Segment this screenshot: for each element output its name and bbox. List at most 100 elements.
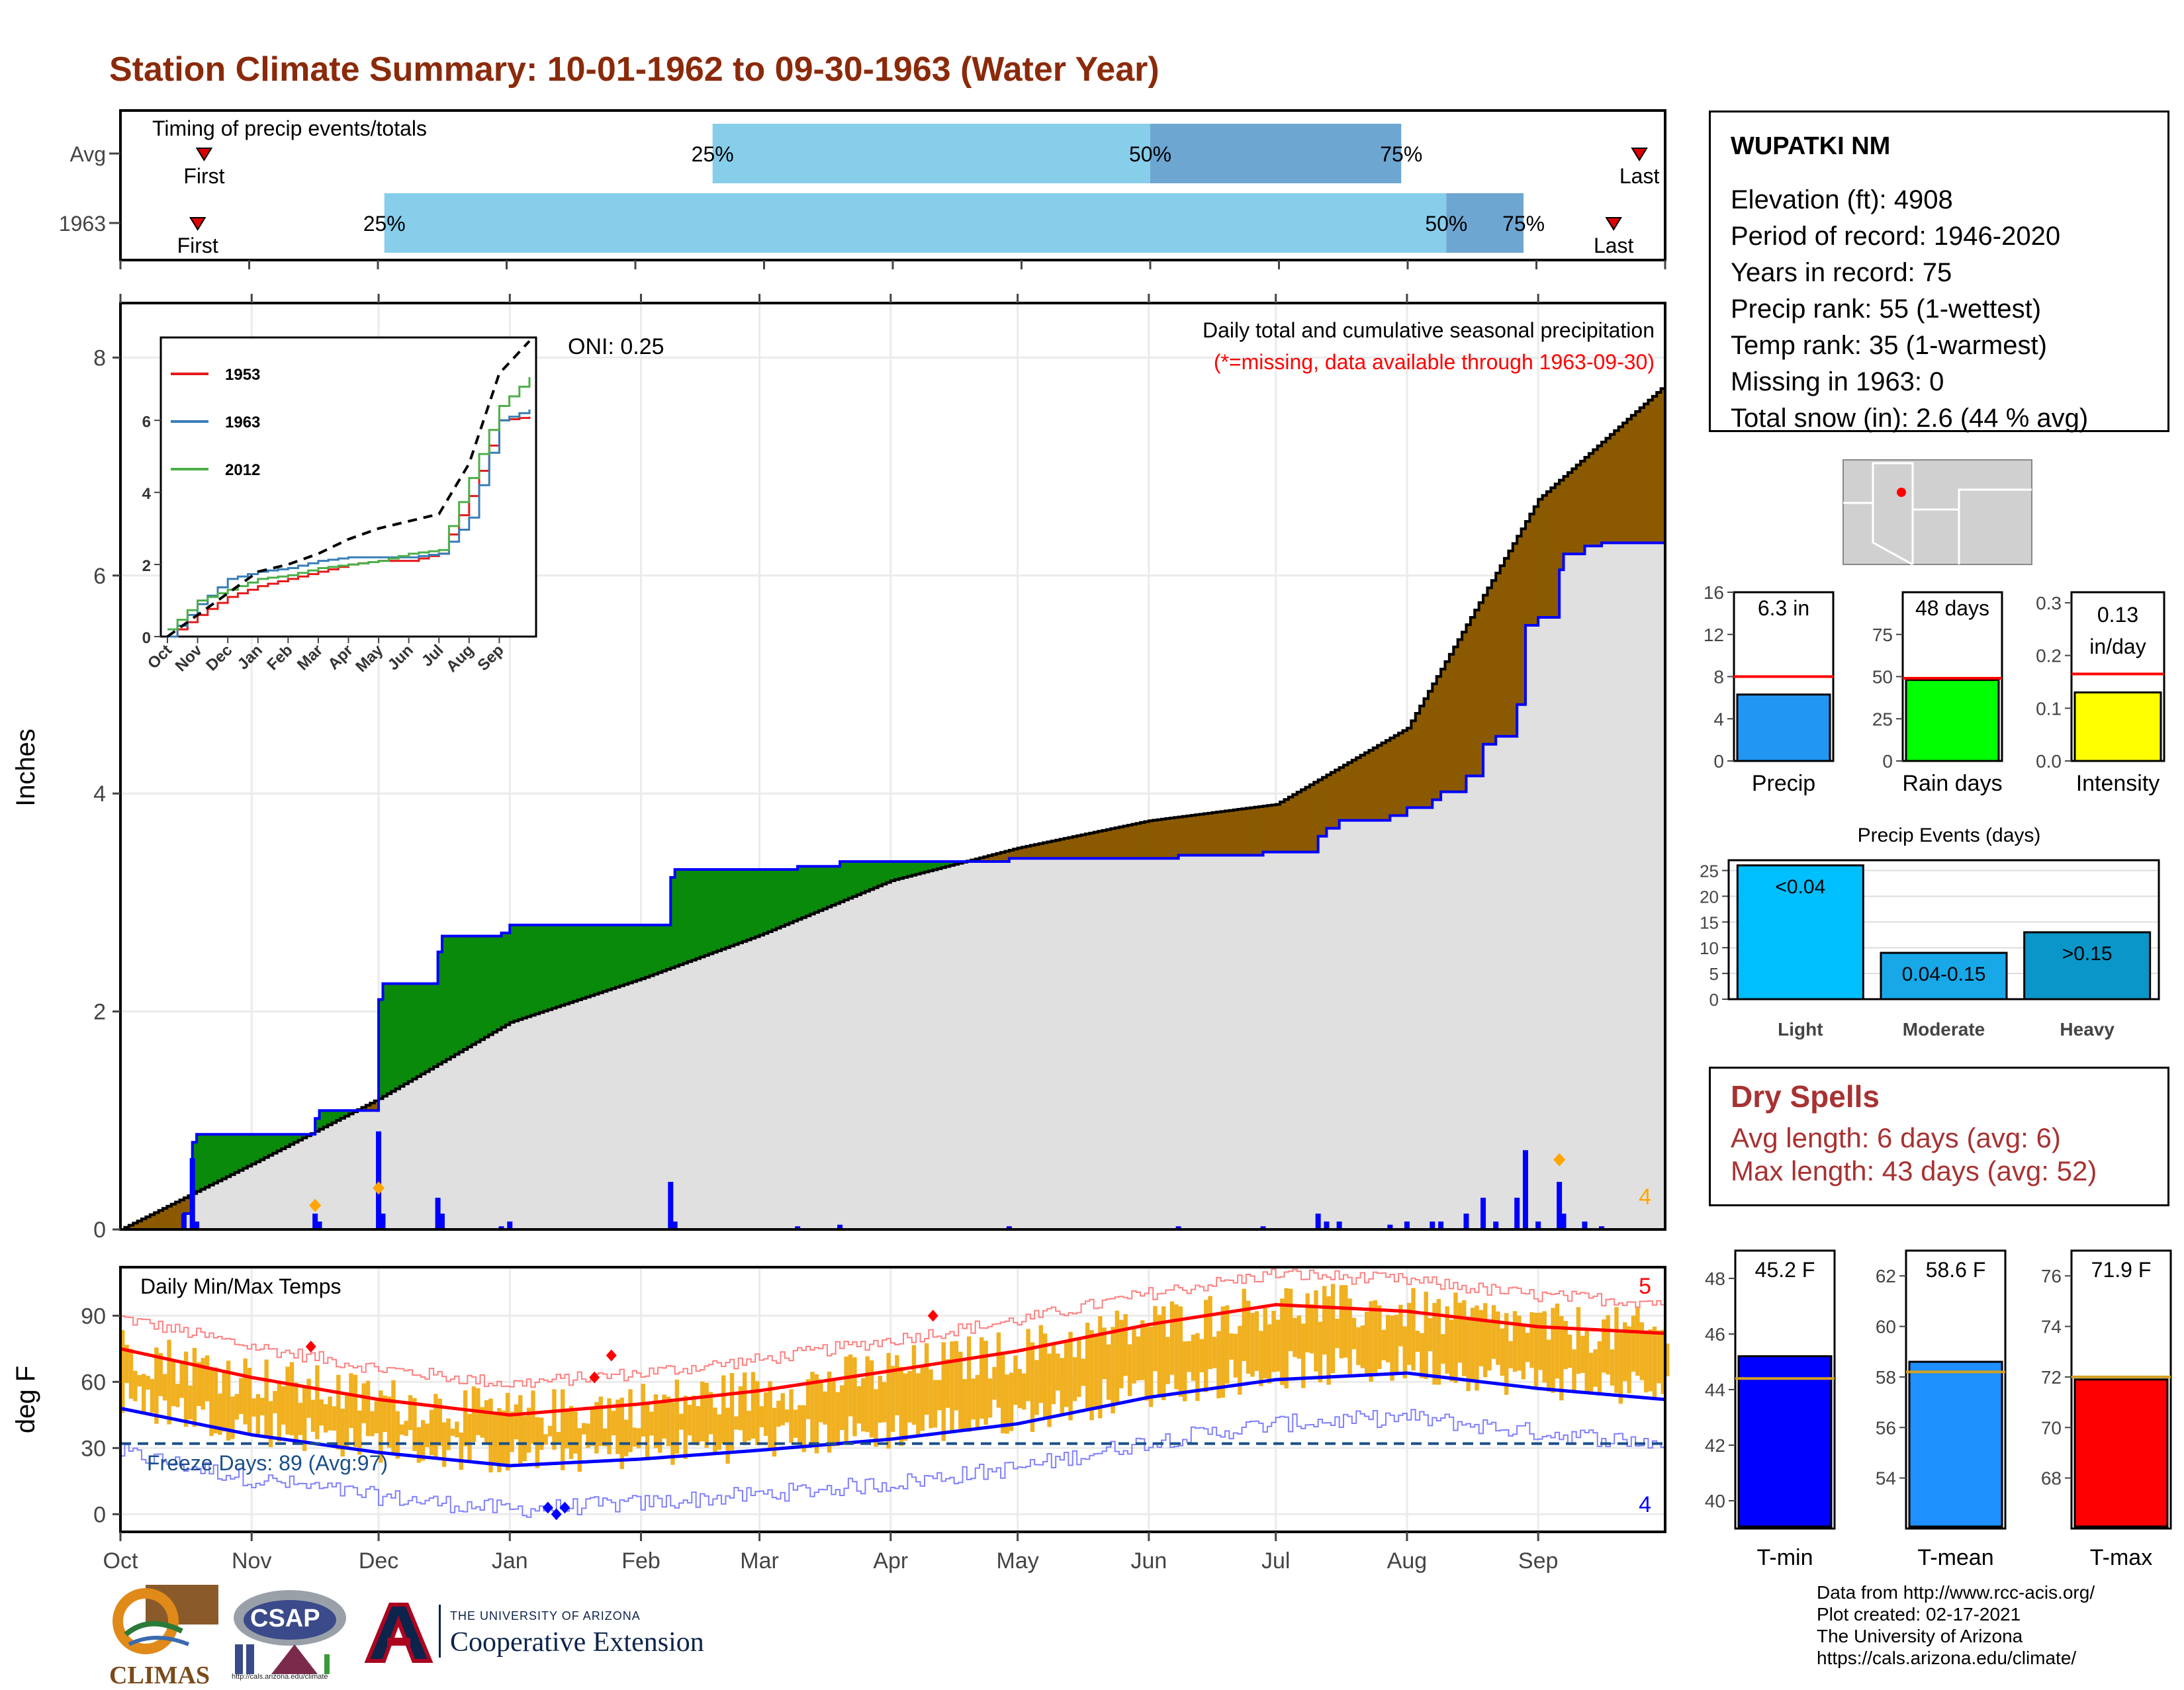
- daily-precip-bar: [1463, 1214, 1469, 1229]
- precip-surplus-band: [441, 936, 447, 1062]
- precip-deficit-band: [1148, 821, 1154, 859]
- daily-temp-bar: [467, 1413, 472, 1463]
- daily-temp-bar: [1542, 1311, 1547, 1383]
- daily-temp-bar: [886, 1353, 891, 1449]
- precip-surplus-band: [408, 983, 413, 1082]
- station-temp-rank: Temp rank: 35 (1-warmest): [1731, 331, 2047, 360]
- daily-temp-bar: [260, 1398, 265, 1415]
- daily-precip-bar: [1404, 1222, 1410, 1229]
- daily-temp-bar: [632, 1427, 637, 1447]
- temp-y-tick-label: 90: [81, 1304, 106, 1329]
- daily-temp-bar: [623, 1419, 629, 1456]
- temp-y-label: deg F: [11, 1366, 40, 1433]
- precip-events-bar-label: >0.15: [2062, 943, 2113, 965]
- daily-precip-bar: [795, 1226, 801, 1229]
- daily-precip-bar: [1324, 1222, 1330, 1229]
- precip-deficit-band: [1584, 457, 1590, 547]
- daily-temp-bar: [526, 1407, 531, 1453]
- daily-precip-bar: [507, 1222, 513, 1229]
- daily-temp-bar: [281, 1386, 286, 1425]
- precip-deficit-band: [1432, 684, 1437, 800]
- precip-surplus-band: [539, 924, 545, 1013]
- intensity-gauge-label: Intensity: [2076, 771, 2160, 796]
- precip-surplus-band: [497, 936, 502, 1030]
- precip-surplus-band: [239, 1134, 244, 1171]
- daily-temp-bar: [941, 1342, 946, 1441]
- precip-deficit-band: [1390, 738, 1395, 816]
- precip-current-area: [120, 543, 1665, 1229]
- daily-temp-bar: [505, 1393, 510, 1471]
- precip-surplus-band: [670, 877, 676, 968]
- daily-temp-bar: [602, 1428, 608, 1446]
- precip-deficit-band: [1203, 813, 1208, 856]
- daily-temp-bar: [793, 1409, 798, 1438]
- precip-gauge-tick-label: 16: [1704, 582, 1724, 603]
- daily-temp-bar: [1085, 1322, 1090, 1409]
- daily-temp-bar: [412, 1398, 417, 1451]
- precip-surplus-band: [467, 936, 473, 1047]
- precip-deficit-band: [975, 859, 980, 862]
- precip-surplus-band: [882, 862, 887, 885]
- precip-deficit-band: [1238, 809, 1243, 856]
- daily-temp-bar: [1343, 1284, 1348, 1358]
- temp-gauge-tick-label: 60: [1876, 1317, 1896, 1337]
- precip-surplus-band: [755, 869, 760, 937]
- daily-temp-bar: [848, 1354, 853, 1417]
- climas-logo: CLIMAS: [109, 1585, 218, 1689]
- daily-temp-bar: [298, 1402, 302, 1435]
- precip-surplus-band: [594, 924, 600, 995]
- precip-surplus-band: [582, 924, 586, 999]
- precip-surplus-band: [721, 869, 727, 950]
- daily-temp-bar: [958, 1351, 963, 1429]
- daily-temp-bar: [1127, 1344, 1132, 1396]
- station-period: Period of record: 1946-2020: [1731, 222, 2061, 251]
- daily-temp-bar: [937, 1380, 942, 1411]
- precip-deficit-band: [1022, 847, 1027, 859]
- daily-temp-bar: [916, 1373, 921, 1435]
- daily-temp-bar: [966, 1336, 972, 1432]
- precip-surplus-band: [801, 866, 807, 918]
- daily-temp-bar: [945, 1359, 950, 1408]
- precip-surplus-band: [268, 1134, 273, 1155]
- precip-surplus-band: [565, 924, 570, 1004]
- daily-temp-bar: [1449, 1319, 1454, 1382]
- month-label: Sep: [1518, 1548, 1559, 1574]
- daily-temp-bar: [852, 1357, 857, 1437]
- precip-deficit-band: [1652, 396, 1657, 543]
- daily-temp-bar: [361, 1383, 366, 1423]
- temp-gauge-tick-label: 44: [1705, 1380, 1725, 1400]
- daily-temp-bar: [1089, 1330, 1094, 1421]
- precip-surplus-band: [768, 869, 773, 932]
- daily-temp-bar: [899, 1366, 903, 1446]
- daily-temp-bar: [1356, 1327, 1361, 1365]
- daily-temp-bar: [1491, 1305, 1496, 1359]
- daily-temp-bar: [1385, 1315, 1390, 1362]
- precip-deficit-band: [1385, 740, 1390, 821]
- timing-panel: Timing of precip events/totals Avg 25% 50% 7…: [59, 109, 1666, 269]
- daily-temp-bar: [628, 1389, 633, 1452]
- daily-temp-bar: [1144, 1325, 1149, 1401]
- precip-deficit-band: [1466, 625, 1471, 776]
- precip-surplus-band: [285, 1134, 291, 1147]
- daily-temp-bar: [1483, 1303, 1488, 1378]
- precip-surplus-band: [738, 869, 743, 944]
- precip-surplus-band: [349, 1110, 354, 1114]
- precip-deficit-band: [1229, 810, 1234, 856]
- record-high-line: [120, 1268, 1666, 1388]
- precip-surplus-band: [903, 862, 908, 877]
- precip-deficit-band: [1187, 815, 1192, 856]
- precip-deficit-band: [1153, 820, 1158, 859]
- precip-deficit-band: [1026, 846, 1031, 859]
- precip-surplus-band: [713, 869, 718, 953]
- precip-deficit-band: [1364, 752, 1369, 821]
- precip-surplus-band: [302, 1134, 307, 1138]
- precip-surplus-band: [234, 1134, 240, 1173]
- dry-spells-box: Dry Spells Avg length: 6 days (avg: 6) M…: [1709, 1067, 2169, 1206]
- csap-label: CSAP: [250, 1605, 320, 1632]
- precip-current-line: [120, 541, 1665, 1231]
- month-label: Jul: [1261, 1548, 1290, 1574]
- precip-surplus-band: [763, 869, 768, 934]
- daily-precip-bar: [1260, 1226, 1266, 1229]
- precip-deficit-band: [1657, 392, 1662, 543]
- temp-title: Daily Min/Max Temps: [140, 1274, 341, 1298]
